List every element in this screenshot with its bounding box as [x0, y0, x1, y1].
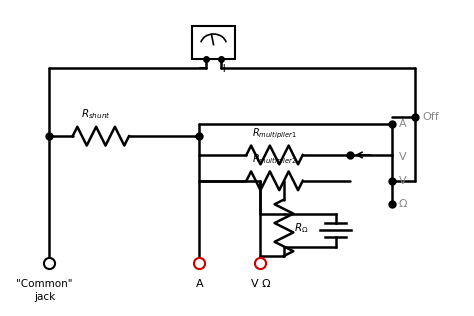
- Text: A: A: [196, 279, 203, 289]
- Bar: [192, 26, 235, 59]
- Text: +: +: [219, 62, 229, 75]
- Text: $R_{multiplier2}$: $R_{multiplier2}$: [252, 152, 297, 167]
- Text: V Ω: V Ω: [251, 279, 270, 289]
- Text: V: V: [399, 176, 407, 186]
- Text: −: −: [198, 62, 209, 75]
- Text: $R_{\Omega}$: $R_{\Omega}$: [294, 221, 309, 235]
- Text: $R_{shunt}$: $R_{shunt}$: [81, 107, 111, 121]
- Text: jack: jack: [34, 292, 55, 302]
- Text: V: V: [399, 152, 407, 162]
- Text: $R_{multiplier1}$: $R_{multiplier1}$: [252, 126, 297, 141]
- Text: Ω: Ω: [399, 199, 408, 209]
- Text: "Common": "Common": [16, 279, 73, 289]
- Text: Off: Off: [422, 112, 439, 122]
- Text: A: A: [399, 119, 407, 130]
